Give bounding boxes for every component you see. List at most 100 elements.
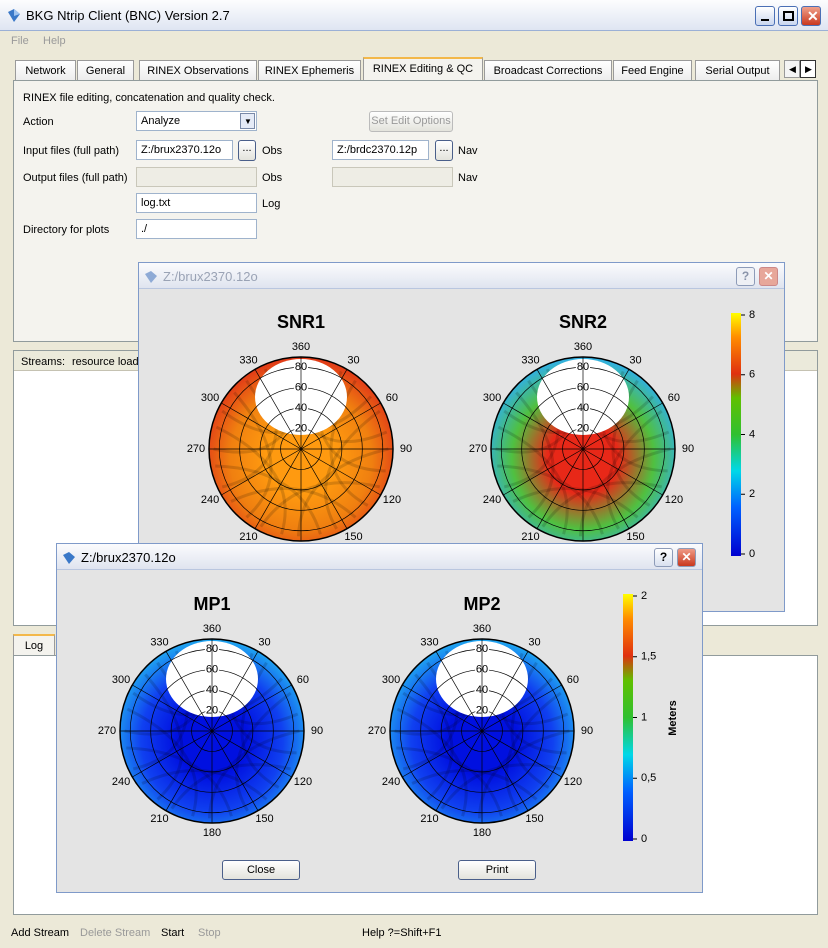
azimuth-label: 30	[258, 637, 270, 649]
azimuth-label: 150	[626, 531, 644, 543]
colorbar-label: 6	[749, 369, 755, 381]
browse-button[interactable]: ...	[435, 140, 453, 161]
close-x-button[interactable]: ✕	[759, 267, 778, 286]
description: RINEX file editing, concatenation and qu…	[23, 92, 275, 104]
colorbar-label: 8	[749, 309, 755, 321]
browse-button[interactable]: ...	[238, 140, 256, 161]
dialog-title: Z:/brux2370.12o	[139, 263, 784, 289]
combo-value: Analyze	[141, 115, 180, 127]
print-button[interactable]: Print	[458, 860, 536, 880]
help-button[interactable]: ?	[654, 548, 673, 567]
azimuth-label: 300	[382, 674, 400, 686]
azimuth-label: 30	[629, 355, 641, 367]
plots-dir-field[interactable]: ./	[136, 219, 257, 239]
azimuth-label: 210	[420, 813, 438, 825]
close-button[interactable]: ✕	[801, 6, 821, 26]
azimuth-label: 60	[386, 392, 398, 404]
label: Output files (full path)	[23, 172, 128, 184]
azimuth-label: 120	[294, 776, 312, 788]
azimuth-label: 360	[203, 623, 221, 635]
azimuth-label: 150	[255, 813, 273, 825]
help-button[interactable]: ?	[736, 267, 755, 286]
azimuth-label: 240	[382, 776, 400, 788]
menu-item[interactable]: Help	[43, 35, 66, 47]
colorbar-title: Meters	[667, 700, 679, 735]
toolbar-button: Stop	[198, 927, 221, 939]
azimuth-label: 90	[400, 443, 412, 455]
label: Obs	[262, 145, 282, 157]
colorbar	[731, 313, 741, 556]
log-file-field[interactable]: log.txt	[136, 193, 257, 213]
azimuth-label: 360	[473, 623, 491, 635]
tab[interactable]: RINEX Editing & QC	[363, 57, 483, 81]
azimuth-label: 210	[239, 531, 257, 543]
tab[interactable]: Serial Output	[695, 60, 780, 81]
azimuth-label: 120	[383, 494, 401, 506]
toolbar-button[interactable]: Start	[161, 927, 184, 939]
azimuth-label: 270	[187, 443, 205, 455]
tab[interactable]: Broadcast Corrections	[484, 60, 612, 81]
plot-area: MP18060402036030609012015018021024027030…	[57, 571, 702, 856]
azimuth-label: 270	[469, 443, 487, 455]
azimuth-label: 270	[368, 725, 386, 737]
azimuth-label: 240	[483, 494, 501, 506]
tab[interactable]: Feed Engine	[613, 60, 692, 81]
input-nav-field[interactable]: Z:/brdc2370.12p	[332, 140, 429, 160]
label: Directory for plots	[23, 224, 109, 236]
azimuth-label: 360	[574, 341, 592, 353]
azimuth-label: 240	[112, 776, 130, 788]
dialog-icon	[62, 551, 76, 565]
toolbar-button[interactable]: Add Stream	[11, 927, 69, 939]
maximize-button[interactable]	[778, 6, 798, 26]
azimuth-label: 240	[201, 494, 219, 506]
output-nav-field	[332, 167, 453, 187]
action-combo[interactable]: Analyze ▼	[136, 111, 257, 131]
azimuth-label: 60	[567, 674, 579, 686]
azimuth-label: 120	[564, 776, 582, 788]
label: Nav	[458, 145, 478, 157]
azimuth-label: 300	[483, 392, 501, 404]
title-bar: BKG Ntrip Client (BNC) Version 2.7 ✕	[0, 0, 828, 31]
azimuth-label: 360	[292, 341, 310, 353]
colorbar-label: 1,5	[641, 651, 656, 663]
mp-dialog: Z:/brux2370.12o ? ✕ MP180604020360306090…	[56, 543, 703, 893]
azimuth-label: 180	[203, 827, 221, 839]
label: Obs	[262, 172, 282, 184]
tab-scroll-right[interactable]: ▶	[800, 60, 816, 78]
minimize-button[interactable]	[755, 6, 775, 26]
input-obs-field[interactable]: Z:/brux2370.12o	[136, 140, 233, 160]
dialog-title-text: Z:/brux2370.12o	[163, 269, 258, 284]
azimuth-label: 210	[150, 813, 168, 825]
help-hint: Help ?=Shift+F1	[362, 927, 442, 939]
close-x-button[interactable]: ✕	[677, 548, 696, 567]
tab[interactable]: RINEX Ephemeris	[258, 60, 361, 81]
tab[interactable]: General	[77, 60, 134, 81]
azimuth-label: 60	[297, 674, 309, 686]
tab-scroll-left[interactable]: ◀	[784, 60, 800, 78]
azimuth-label: 330	[420, 637, 438, 649]
app-icon	[6, 8, 22, 24]
azimuth-label: 60	[668, 392, 680, 404]
azimuth-label: 90	[581, 725, 593, 737]
header-cell: resource load	[72, 356, 139, 368]
azimuth-label: 330	[239, 355, 257, 367]
azimuth-label: 90	[682, 443, 694, 455]
label: Log	[262, 198, 280, 210]
azimuth-label: 180	[473, 827, 491, 839]
tab[interactable]: Network	[15, 60, 76, 81]
azimuth-label: 90	[311, 725, 323, 737]
header-cell: Streams:	[21, 356, 65, 368]
tab[interactable]: RINEX Observations	[139, 60, 257, 81]
colorbar	[623, 594, 633, 841]
dialog-title-text: Z:/brux2370.12o	[81, 550, 176, 565]
plot-title: MP1	[193, 594, 230, 614]
toolbar-button: Delete Stream	[80, 927, 150, 939]
azimuth-label: 30	[347, 355, 359, 367]
menu-item[interactable]: File	[11, 35, 29, 47]
edit-options-button: Set Edit Options	[369, 111, 453, 132]
plot-title: SNR1	[277, 312, 325, 332]
colorbar-label: 0	[749, 548, 755, 560]
label: Action	[23, 116, 54, 128]
close-button[interactable]: Close	[222, 860, 300, 880]
plot-title: SNR2	[559, 312, 607, 332]
